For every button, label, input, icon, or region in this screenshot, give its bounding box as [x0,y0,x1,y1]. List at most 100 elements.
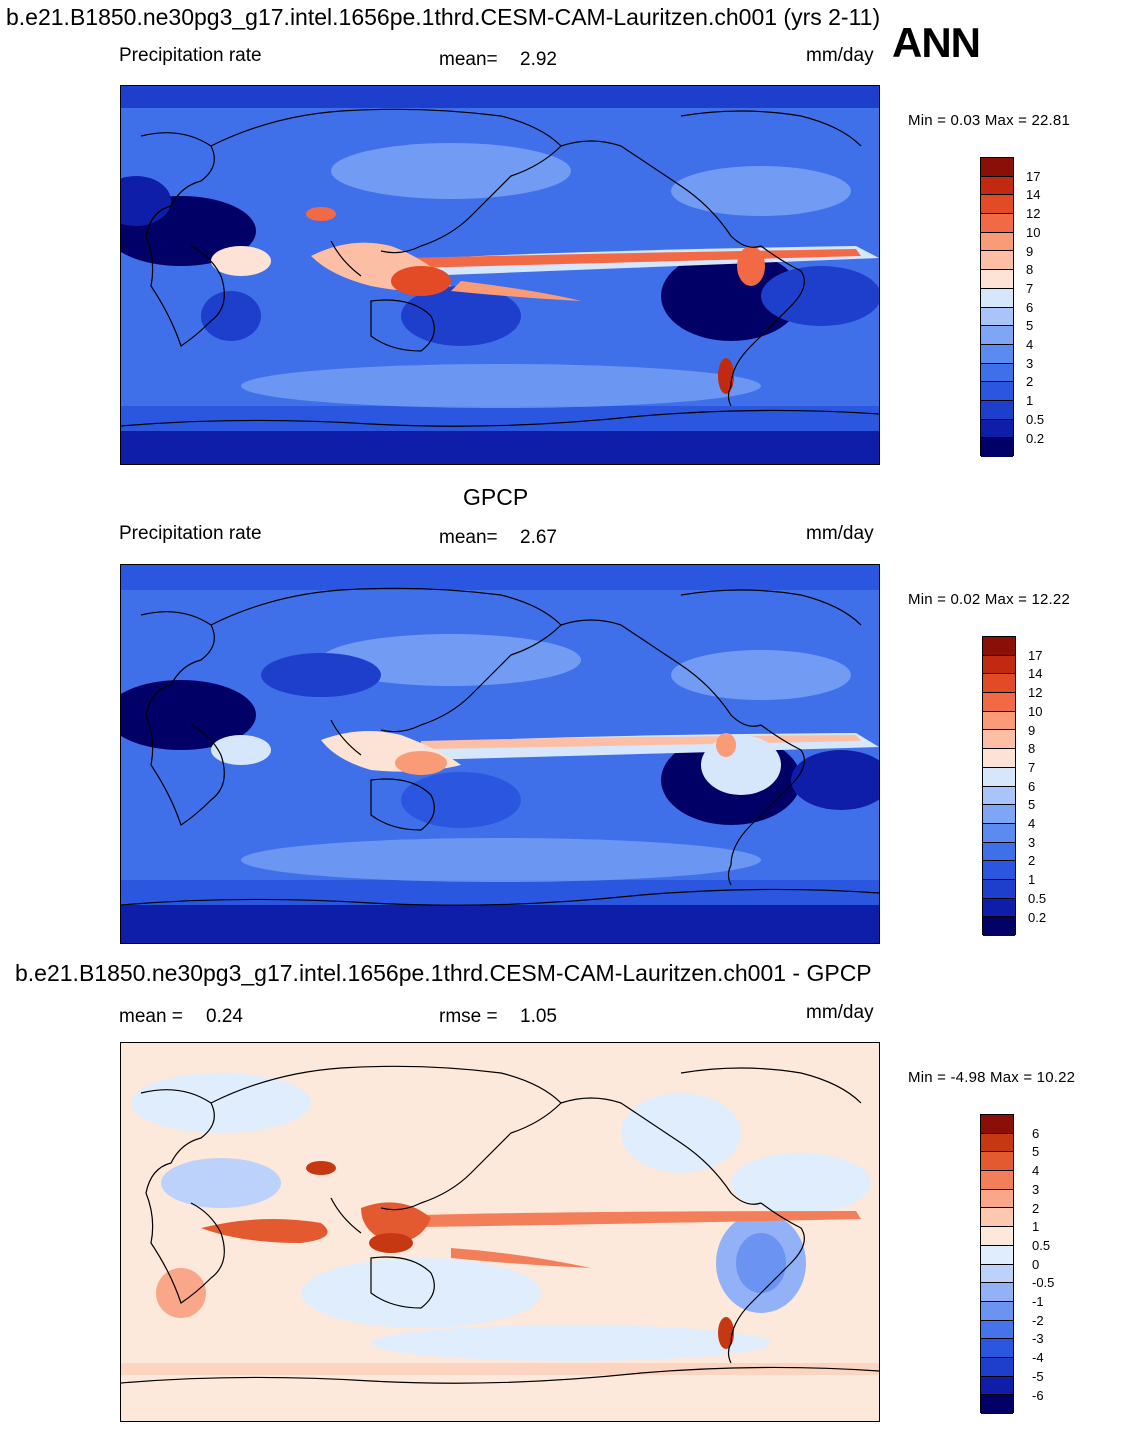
colorbar-tick-label: 17 [1028,647,1043,663]
colorbar-tick-label: 3 [1026,355,1034,371]
panel3-rmse-value: 1.05 [520,1006,557,1027]
colorbar-box [983,767,1015,787]
colorbar-box [981,363,1013,383]
colorbar-tick-label: -0.5 [1032,1275,1055,1291]
panel3-mean-label: mean = [119,1006,183,1027]
panel1-mean-value: 2.92 [520,49,557,70]
colorbar-box [983,823,1015,843]
colorbar-tick-label: -2 [1032,1312,1044,1328]
colorbar-tick-label: 17 [1026,168,1041,184]
colorbar-tick-label: 3 [1028,834,1036,850]
main-title: b.e21.B1850.ne30pg3_g17.intel.1656pe.1th… [6,4,881,30]
model-precip-map [120,85,880,465]
model-precip-field [121,86,879,464]
colorbar-tick-label: 7 [1026,280,1034,296]
colorbar-tick-label: -4 [1032,1350,1044,1366]
colorbar-box [983,917,1015,936]
panel1-colorbar [980,157,1014,457]
colorbar-tick-label: 3 [1032,1181,1040,1197]
colorbar-tick-label: 6 [1028,778,1036,794]
colorbar-box [983,898,1015,918]
colorbar-box [983,711,1015,731]
panel3-units: mm/day [806,1002,874,1023]
colorbar-box [981,1189,1013,1209]
colorbar-tick-label: 1 [1026,393,1034,409]
colorbar-box [981,1264,1013,1284]
colorbar-box [981,288,1013,308]
colorbar-box [983,861,1015,880]
colorbar-box [981,382,1013,401]
colorbar-tick-label: 0.5 [1026,411,1045,427]
colorbar-tick-label: 8 [1028,741,1036,757]
colorbar-tick-label: 5 [1032,1144,1040,1160]
colorbar-box [981,270,1013,289]
colorbar-box [981,1133,1013,1153]
colorbar-box [981,438,1013,457]
colorbar-box [981,344,1013,364]
colorbar-box [981,1227,1013,1246]
colorbar-box [981,307,1013,327]
colorbar-box [981,1320,1013,1340]
colorbar-tick-label: 8 [1026,262,1034,278]
colorbar-tick-label: 10 [1026,224,1041,240]
colorbar-box [983,786,1015,806]
panel3-title: b.e21.B1850.ne30pg3_g17.intel.1656pe.1th… [15,960,872,986]
colorbar-tick-label: 12 [1026,206,1041,222]
colorbar-tick-label: 0.5 [1032,1237,1051,1253]
colorbar-box [981,158,1013,177]
colorbar-tick-label: 7 [1028,759,1036,775]
colorbar-box [983,749,1015,768]
panel1-variable: Precipitation rate [119,45,262,66]
colorbar-box [981,326,1013,345]
colorbar-box [981,176,1013,196]
colorbar-box [983,693,1015,712]
panel3-mean-value: 0.24 [206,1006,243,1027]
panel1-minmax: Min = 0.03 Max = 22.81 [908,112,1070,129]
colorbar-tick-label: 6 [1032,1125,1040,1141]
colorbar-box [983,805,1015,824]
colorbar-box [983,655,1015,675]
panel2-mean-value: 2.67 [520,527,557,548]
colorbar-tick-label: 5 [1028,797,1036,813]
colorbar-tick-label: 12 [1028,685,1043,701]
colorbar-tick-label: -3 [1032,1331,1044,1347]
season-label: ANN [892,19,981,66]
colorbar-box [981,419,1013,439]
colorbar-tick-label: 0.2 [1026,430,1045,446]
colorbar-tick-label: -5 [1032,1368,1044,1384]
colorbar-box [981,400,1013,420]
colorbar-tick-label: 6 [1026,299,1034,315]
colorbar-tick-label: 10 [1028,703,1043,719]
colorbar-tick-label: 2 [1032,1200,1040,1216]
colorbar-tick-label: 4 [1026,337,1034,352]
gpcp-precip-map [120,564,880,944]
colorbar-tick-label: 1 [1032,1219,1040,1235]
colorbar-box [983,879,1015,899]
colorbar-tick-label: 4 [1028,816,1036,831]
colorbar-box [981,251,1013,271]
colorbar-box [983,637,1015,656]
panel3-rmse-label: rmse = [439,1006,498,1027]
panel2-colorbar [982,636,1016,936]
panel1-mean-label: mean= [439,49,498,70]
colorbar-box [981,1208,1013,1228]
panel2-variable: Precipitation rate [119,523,262,544]
colorbar-box [981,1152,1013,1172]
colorbar-box [981,1171,1013,1190]
panel2-mean-label: mean= [439,527,498,548]
colorbar-box [981,1301,1013,1321]
panel2-title: GPCP [463,484,529,510]
colorbar-tick-label: 0 [1032,1256,1040,1272]
colorbar-box [981,1376,1013,1396]
colorbar-tick-label: 0.5 [1028,890,1047,906]
colorbar-box [981,1245,1013,1265]
colorbar-box [983,842,1015,862]
colorbar-box [983,730,1015,750]
colorbar-tick-label: 14 [1028,666,1043,682]
panel1-units: mm/day [806,45,874,66]
colorbar-box [981,1357,1013,1377]
panel3-minmax: Min = -4.98 Max = 10.22 [908,1069,1076,1086]
colorbar-tick-label: 9 [1028,722,1036,738]
colorbar-box [983,674,1015,694]
difference-field [121,1043,879,1421]
